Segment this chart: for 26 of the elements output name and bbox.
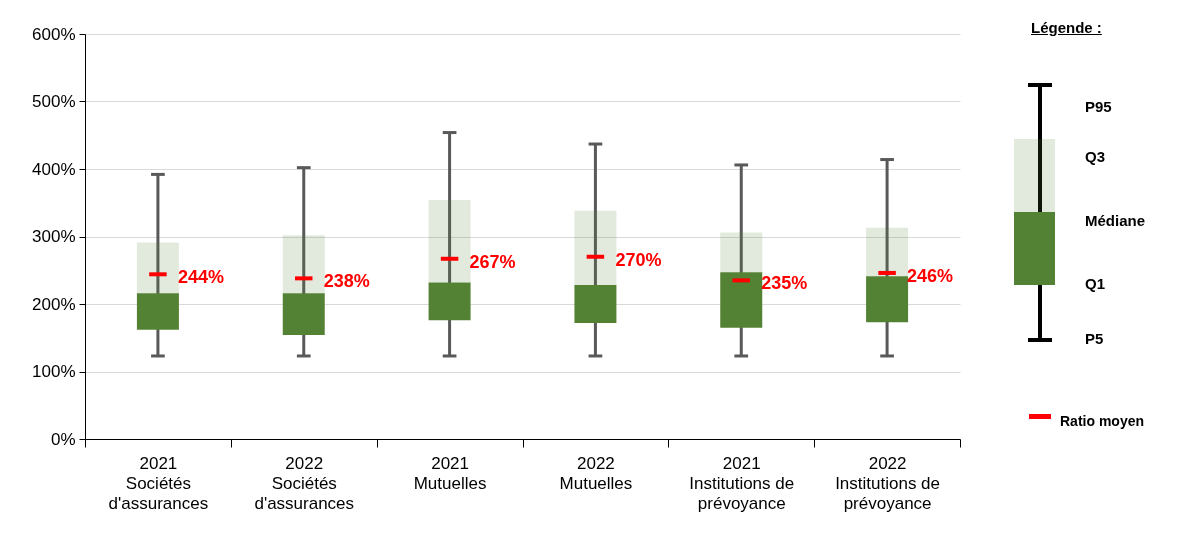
x-tick-label: 2022 Mutuelles <box>559 453 633 493</box>
text: Médiane <box>1085 212 1146 229</box>
text: P95 <box>1085 98 1112 115</box>
text: Q1 <box>1085 275 1106 292</box>
y-tick-label: 400% <box>32 159 76 179</box>
text: Q3 <box>1085 148 1106 165</box>
text: 270% <box>615 249 662 270</box>
y-tick-label: 600% <box>32 24 76 44</box>
y-tick-label: 0% <box>50 429 76 449</box>
text: 246% <box>907 265 954 286</box>
y-tick-label: 300% <box>32 227 76 246</box>
x-tick-label: 2021 Sociétés d'assurances <box>108 453 209 513</box>
text: 235% <box>761 273 808 294</box>
text: 238% <box>323 271 370 292</box>
text: 267% <box>469 251 516 272</box>
text: P5 <box>1085 330 1104 347</box>
y-tick-label: 200% <box>32 294 76 314</box>
text: Légende : <box>1031 19 1102 36</box>
y-tick-label: 100% <box>32 362 76 381</box>
text: Ratio moyen <box>1060 413 1145 429</box>
x-tick-label: 2021 Mutuelles <box>413 453 487 493</box>
text: 244% <box>177 267 224 288</box>
x-tick-label: 2022 Institutions de prévoyance <box>835 453 941 513</box>
y-tick-label: 500% <box>32 92 76 111</box>
x-tick-label: 2022 Sociétés d'assurances <box>254 453 355 513</box>
x-tick-label: 2021 Institutions de prévoyance <box>689 453 795 513</box>
